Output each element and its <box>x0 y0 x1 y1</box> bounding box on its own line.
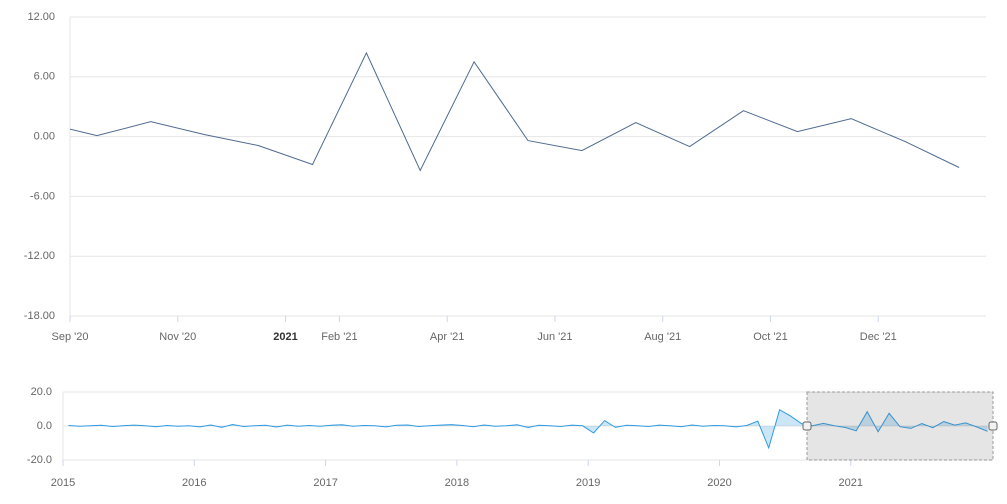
x-tick-label: 2020 <box>707 477 731 489</box>
x-tick-label: Feb '21 <box>321 331 357 343</box>
x-tick-label: 2016 <box>182 477 206 489</box>
x-tick-label: Apr '21 <box>430 331 465 343</box>
y-tick-label: 0.00 <box>34 131 55 143</box>
x-tick-label: 2015 <box>51 477 75 489</box>
x-tick-label: 2019 <box>576 477 600 489</box>
x-tick-label: Dec '21 <box>860 331 897 343</box>
y-tick-label: 0.0 <box>37 420 52 432</box>
y-tick-label: -6.00 <box>30 190 55 202</box>
x-tick-label: 2021 <box>273 331 297 343</box>
y-tick-label: 12.00 <box>27 11 55 23</box>
navigator-handle[interactable] <box>802 421 812 431</box>
plot-area <box>68 408 988 450</box>
x-tick-label: Sep '20 <box>52 331 89 343</box>
x-tick-label: Oct '21 <box>753 331 788 343</box>
data-line <box>70 51 960 172</box>
navigator-handle[interactable] <box>988 421 998 431</box>
plot-area <box>70 51 960 172</box>
x-tick-label: Aug '21 <box>644 331 681 343</box>
x-tick-label: Nov '20 <box>159 331 196 343</box>
y-tick-label: -12.00 <box>24 250 55 262</box>
data-line <box>68 408 988 450</box>
y-tick-label: 6.00 <box>34 71 55 83</box>
x-tick-label: 2021 <box>839 477 863 489</box>
navigator-mask <box>806 391 994 461</box>
y-tick-label: 20.0 <box>31 386 52 398</box>
x-tick-label: Jun '21 <box>537 331 572 343</box>
y-tick-label: -18.00 <box>24 310 55 322</box>
y-tick-label: -20.0 <box>27 454 52 466</box>
x-tick-label: 2018 <box>445 477 469 489</box>
x-tick-label: 2017 <box>313 477 337 489</box>
